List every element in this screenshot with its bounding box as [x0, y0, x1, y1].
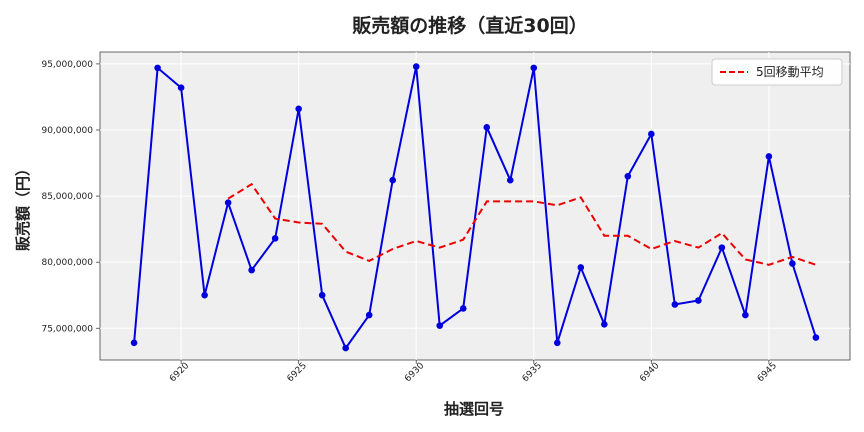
sales-point: [412, 63, 420, 70]
plot-area: [99, 51, 851, 361]
x-tick-label: 6945: [756, 361, 779, 384]
sales-point: [295, 105, 302, 113]
grid: [100, 52, 850, 360]
y-tick-label: 95,000,000: [41, 60, 93, 70]
x-tick-label: 6935: [521, 361, 544, 384]
x-tick-label: 6925: [286, 361, 309, 384]
sales-point: [342, 344, 349, 352]
x-tick-label: 6930: [403, 361, 426, 384]
sales-point: [365, 311, 373, 319]
legend-box: [711, 58, 843, 86]
sales-point: [812, 334, 820, 341]
sales-point: [718, 244, 726, 251]
y-tick-label: 75,000,000: [41, 324, 93, 334]
sales-point: [553, 339, 561, 347]
legend-label-moving-average: 5回移動平均: [756, 65, 824, 79]
sales-point: [648, 130, 655, 138]
y-tick-label: 85,000,000: [41, 192, 93, 202]
x-tick-label: 6940: [638, 361, 661, 384]
sales-line: [133, 65, 817, 351]
x-tick-label: 6920: [168, 361, 191, 384]
sales-point: [177, 84, 185, 91]
sales-point: [201, 291, 208, 299]
sales-point: [530, 64, 538, 72]
series-layer: [130, 63, 820, 352]
y-axis-label: 販売額（円）: [14, 161, 32, 251]
sales-point: [154, 64, 161, 72]
sales-point: [130, 339, 138, 347]
sales-point: [506, 176, 514, 184]
sales-point: [695, 297, 702, 304]
sales-point: [271, 235, 279, 242]
sales-point: [483, 124, 491, 131]
sales-point: [459, 305, 467, 312]
sales-point: [318, 291, 326, 299]
sales-point: [248, 266, 255, 274]
y-tick-label: 80,000,000: [41, 258, 93, 268]
y-tick-label: 90,000,000: [41, 126, 93, 136]
sales-point: [765, 153, 773, 160]
sales-point: [577, 264, 585, 271]
x-axis-label: 抽選回号: [444, 400, 504, 418]
moving-average-line: [227, 182, 817, 266]
sales-point: [742, 311, 749, 319]
sales-point: [671, 301, 679, 308]
legend: 5回移動平均: [711, 58, 843, 86]
sales-point: [436, 322, 444, 329]
sales-point: [224, 199, 232, 206]
sales-point: [624, 172, 632, 180]
sales-point: [389, 176, 397, 184]
sales-point: [789, 260, 796, 267]
sales-point: [601, 321, 608, 328]
chart-title: 販売額の推移（直近30回）: [352, 14, 587, 37]
